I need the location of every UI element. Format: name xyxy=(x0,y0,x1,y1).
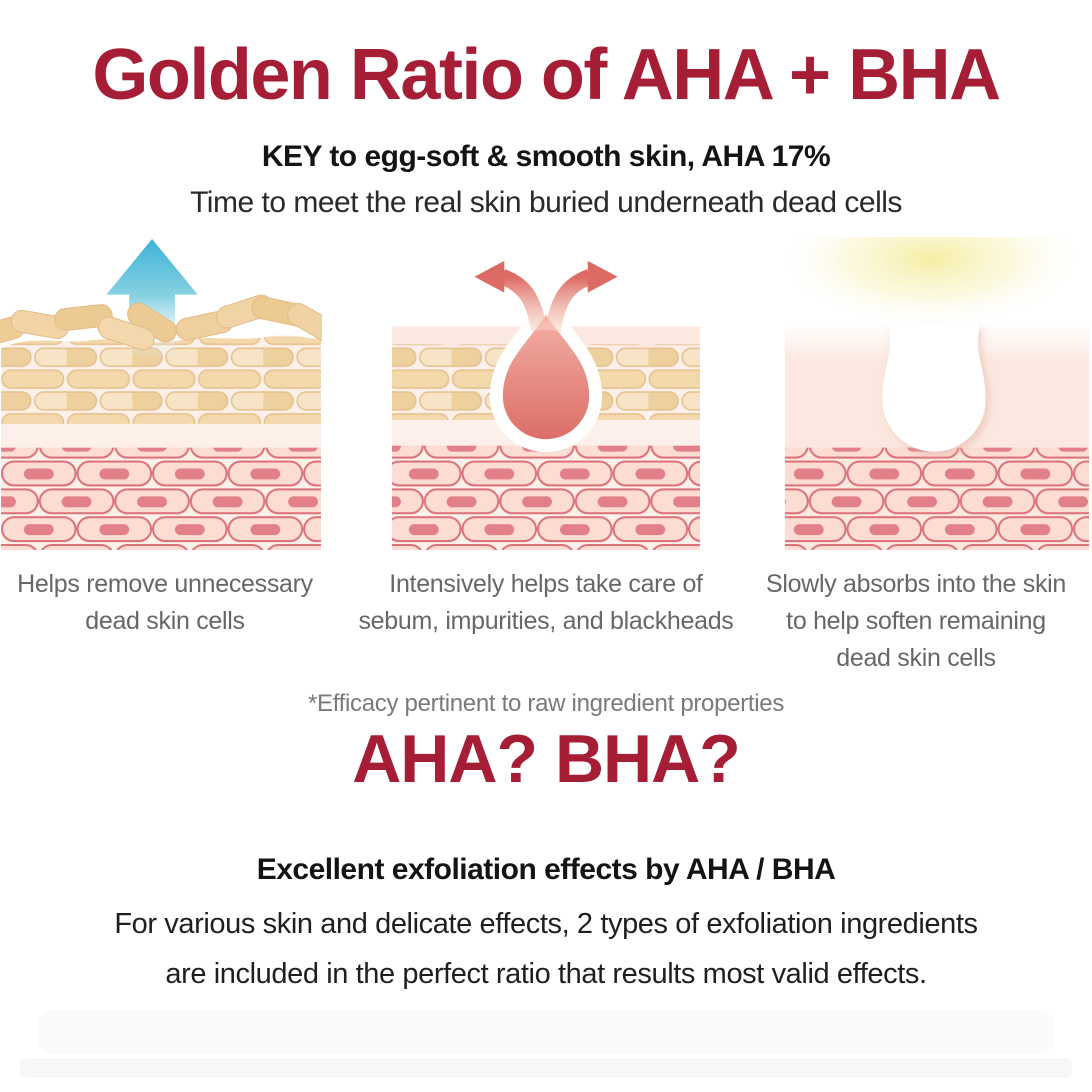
key-subtitle: KEY to egg-soft & smooth skin, AHA 17% xyxy=(261,140,831,173)
efficacy-note: *Efficacy pertinent to raw ingredient pr… xyxy=(307,690,785,717)
description-text: For various skin and delicate effects, 2… xyxy=(114,908,978,990)
exfoliation-skin-diagram xyxy=(0,238,322,550)
loose-dead-cells xyxy=(0,294,322,351)
intro-subtitle: Time to meet the real skin buried undern… xyxy=(190,186,902,219)
skin-cell-layer xyxy=(391,445,701,550)
step-caption-absorption: Slowly absorbs into the skin to help sof… xyxy=(765,570,1067,672)
absorption-skin-diagram xyxy=(774,237,1089,550)
aha-bha-heading: AHA? BHA? xyxy=(352,721,741,797)
skin-cell-layer xyxy=(784,447,1089,550)
page-title: Golden Ratio of AHA + BHA xyxy=(92,35,1001,115)
next-section-preview xyxy=(20,1058,1072,1078)
exfoliation-subheading: Excellent exfoliation effects by AHA / B… xyxy=(256,853,836,886)
step-caption-exfoliation: Helps remove unnecessary dead skin cells xyxy=(17,570,313,635)
spread-arrows-icon xyxy=(474,260,618,332)
glow-icon xyxy=(774,237,1088,329)
sebum-care-skin-diagram xyxy=(391,260,701,550)
absorbing-drop-icon xyxy=(882,324,986,452)
step-caption-sebum: Intensively helps take care of sebum, im… xyxy=(358,570,734,635)
next-section-preview xyxy=(38,1010,1054,1054)
sebum-drop-icon xyxy=(489,294,603,453)
skin-cell-layer xyxy=(1,447,321,550)
